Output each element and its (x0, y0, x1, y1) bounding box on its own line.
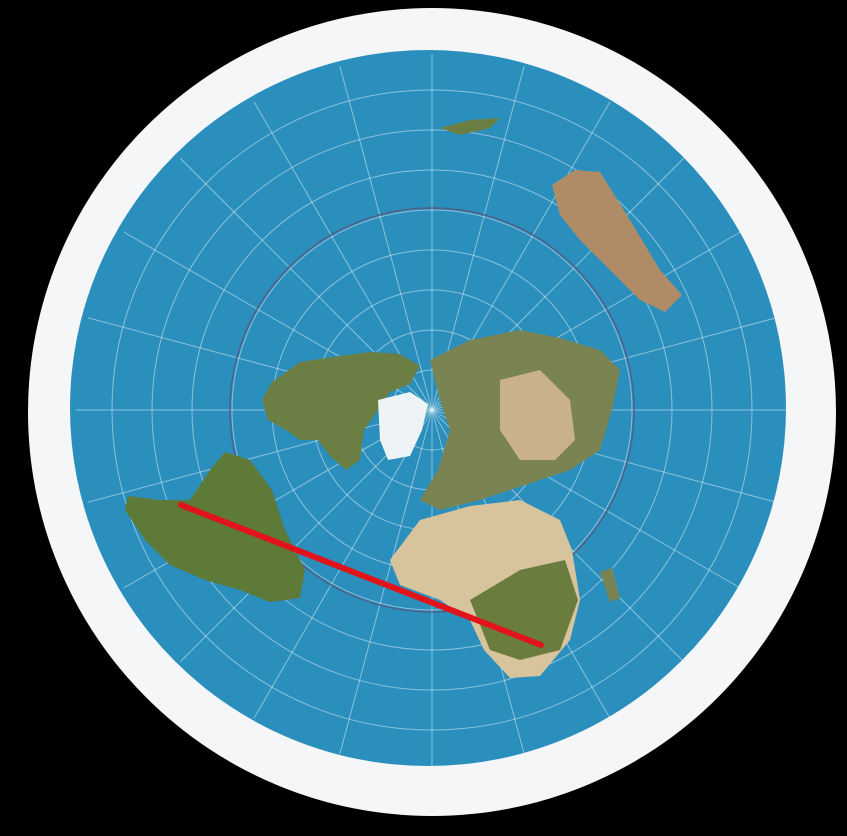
antarctic-island (440, 118, 500, 135)
greenland (378, 392, 428, 460)
australia (552, 170, 682, 312)
route-line (178, 502, 544, 648)
south-america (125, 452, 305, 602)
north-america (262, 352, 420, 470)
meridian-line (253, 409, 433, 719)
tropic-circle (229, 207, 635, 613)
madagascar (600, 568, 620, 602)
central-asia (500, 370, 575, 460)
meridian-line (88, 409, 433, 503)
latitude-circle (151, 129, 713, 691)
meridian-line (339, 66, 433, 411)
central-africa (470, 560, 578, 660)
graticule (76, 54, 788, 766)
latitude-circle (191, 169, 673, 651)
latitude-circle (231, 209, 633, 611)
latitude-circle (111, 89, 753, 731)
